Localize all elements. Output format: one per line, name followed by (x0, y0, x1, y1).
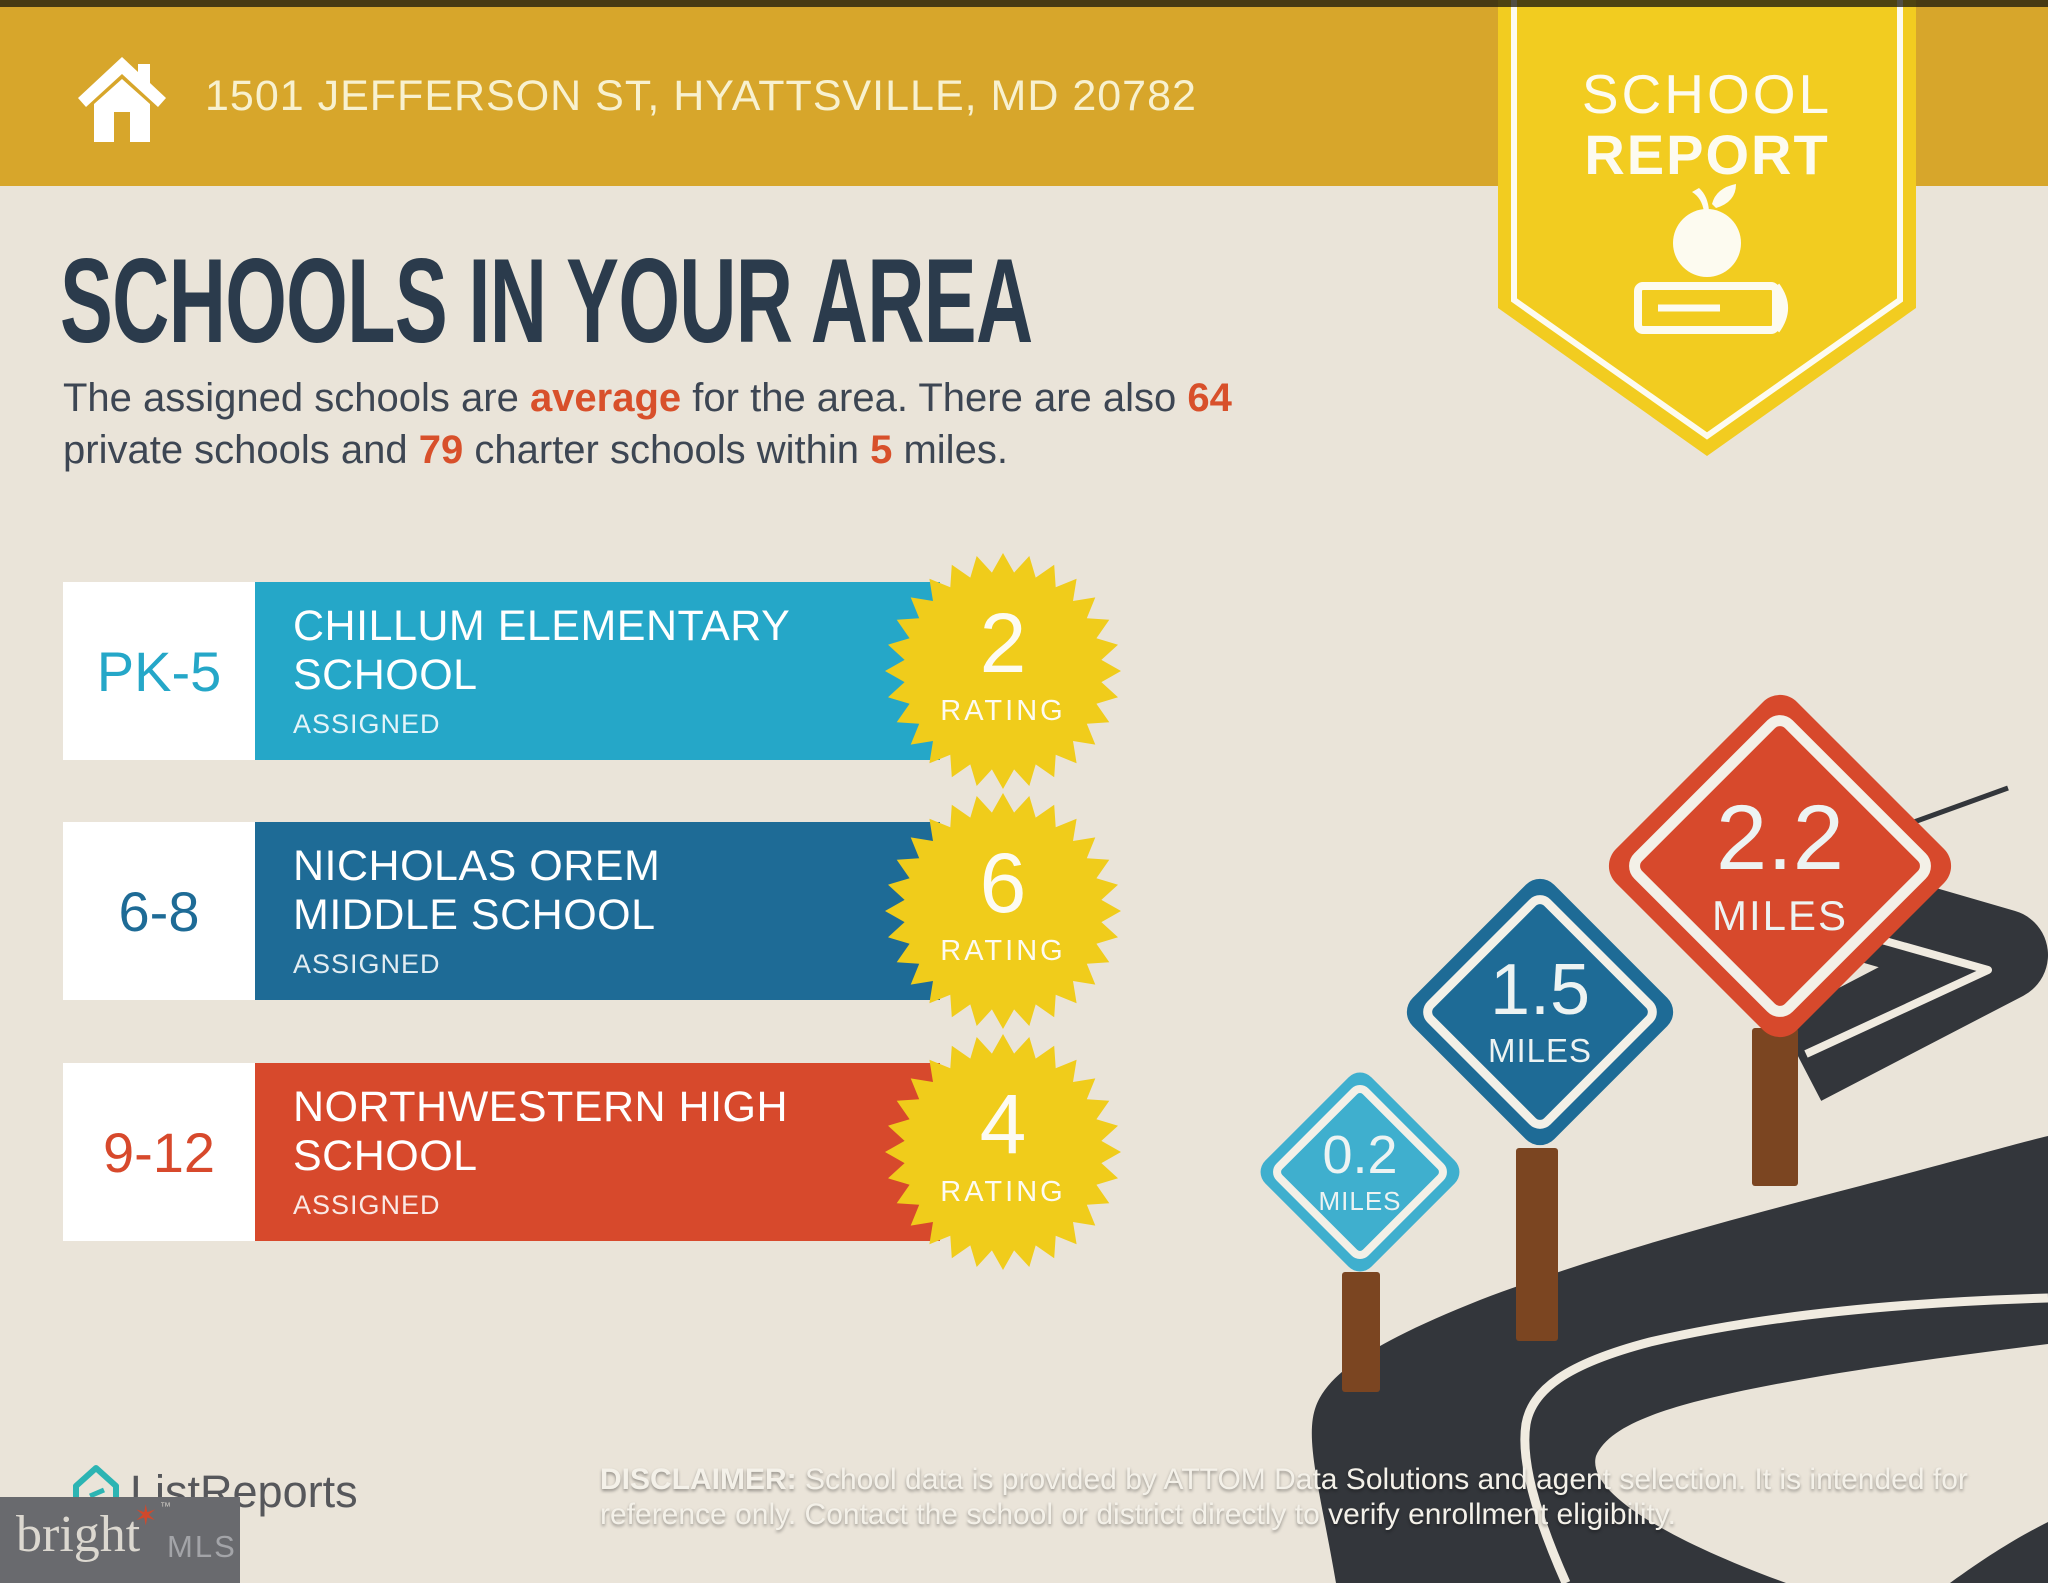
rating-value: 4 (979, 1076, 1027, 1171)
grade-range-label: 6-8 (63, 822, 255, 1000)
distance-unit: MILES (1487, 1032, 1593, 1069)
page-title: SCHOOLS IN YOUR AREA (60, 234, 1033, 368)
distance-unit: MILES (1318, 1185, 1402, 1216)
subtitle-segment: miles. (892, 428, 1008, 472)
rating-badge: 2 RATING (883, 551, 1123, 791)
sign-post (1516, 1148, 1558, 1341)
disclaimer-label: DISCLAIMER: (600, 1463, 797, 1496)
mls-wordmark: MLS (167, 1529, 237, 1564)
rating-label: RATING (940, 694, 1066, 727)
disclaimer-text: DISCLAIMER: School data is provided by A… (600, 1463, 1968, 1532)
school-name: NICHOLAS OREM MIDDLE SCHOOL (293, 842, 661, 939)
badge-title-line1: SCHOOL (1581, 63, 1833, 125)
starburst-icon (885, 793, 1121, 1029)
starburst-icon (885, 553, 1121, 789)
subtitle-highlight-charter-count: 79 (418, 428, 464, 472)
sign-post (1752, 1028, 1798, 1186)
apple-on-book-icon (1634, 184, 1788, 334)
grade-range-label: PK-5 (63, 582, 255, 760)
bright-star-icon: ✶ (134, 1500, 158, 1531)
distance-value: 0.2 (1322, 1124, 1398, 1185)
subtitle-segment: private schools and (63, 428, 419, 472)
school-row-middle: 6-8 NICHOLAS OREM MIDDLE SCHOOL ASSIGNED… (63, 793, 1183, 1029)
house-icon (78, 57, 166, 142)
rating-label: RATING (940, 934, 1066, 967)
school-status: ASSIGNED (293, 1189, 441, 1220)
starburst-icon (885, 1034, 1121, 1270)
road-vanishing-line (1913, 785, 2009, 825)
rating-badge: 6 RATING (883, 791, 1123, 1031)
school-row-elementary: PK-5 CHILLUM ELEMENTARY SCHOOL ASSIGNED … (63, 553, 1183, 789)
top-edge-line (0, 0, 2048, 7)
subtitle-highlight-miles: 5 (870, 428, 893, 472)
subtitle-segment: The assigned schools are (63, 376, 530, 420)
distance-value: 2.2 (1716, 787, 1844, 889)
school-bar: CHILLUM ELEMENTARY SCHOOL ASSIGNED (255, 582, 940, 760)
school-status: ASSIGNED (293, 708, 441, 739)
rating-label: RATING (940, 1175, 1066, 1208)
subtitle-segment: charter schools within (463, 428, 871, 472)
subtitle-segment: for the area. There are also (681, 376, 1188, 420)
trademark-symbol: ™ (160, 1501, 171, 1513)
badge-title-line2: REPORT (1584, 123, 1830, 186)
road-center-line (1520, 1293, 2048, 1583)
bright-mls-logo: bright ✶ ™ MLS (0, 1497, 240, 1583)
grade-range-label: 9-12 (63, 1063, 255, 1241)
subtitle-highlight-average: average (529, 376, 682, 420)
property-address: 1501 JEFFERSON ST, HYATTSVILLE, MD 20782 (205, 72, 1197, 120)
sign-post (1342, 1272, 1380, 1392)
distance-sign-1-5-miles: 1.5 MILES (1398, 870, 1682, 1154)
pennant-shape (1498, 0, 1916, 456)
subtitle-highlight-private-count: 64 (1187, 376, 1232, 420)
school-bar: NICHOLAS OREM MIDDLE SCHOOL ASSIGNED (255, 822, 940, 1000)
distance-value: 1.5 (1489, 950, 1591, 1030)
school-report-badge: SCHOOL REPORT (1498, 0, 1916, 470)
distance-unit: MILES (1711, 892, 1849, 939)
distance-sign-2-2-miles: 2.2 MILES (1598, 684, 1962, 1048)
school-bar: NORTHWESTERN HIGH SCHOOL ASSIGNED (255, 1063, 940, 1241)
rating-badge: 4 RATING (883, 1032, 1123, 1272)
rating-value: 2 (979, 595, 1027, 690)
school-row-high: 9-12 NORTHWESTERN HIGH SCHOOL ASSIGNED 4… (63, 1034, 1183, 1270)
bright-wordmark: bright (16, 1506, 141, 1563)
distance-sign-0-2-miles: 0.2 MILES (1253, 1065, 1467, 1279)
school-name: CHILLUM ELEMENTARY SCHOOL (293, 602, 791, 699)
page-subtitle: The assigned schools are average for the… (63, 372, 1313, 476)
rating-value: 6 (979, 835, 1027, 930)
school-name: NORTHWESTERN HIGH SCHOOL (293, 1083, 789, 1180)
school-status: ASSIGNED (293, 948, 441, 979)
